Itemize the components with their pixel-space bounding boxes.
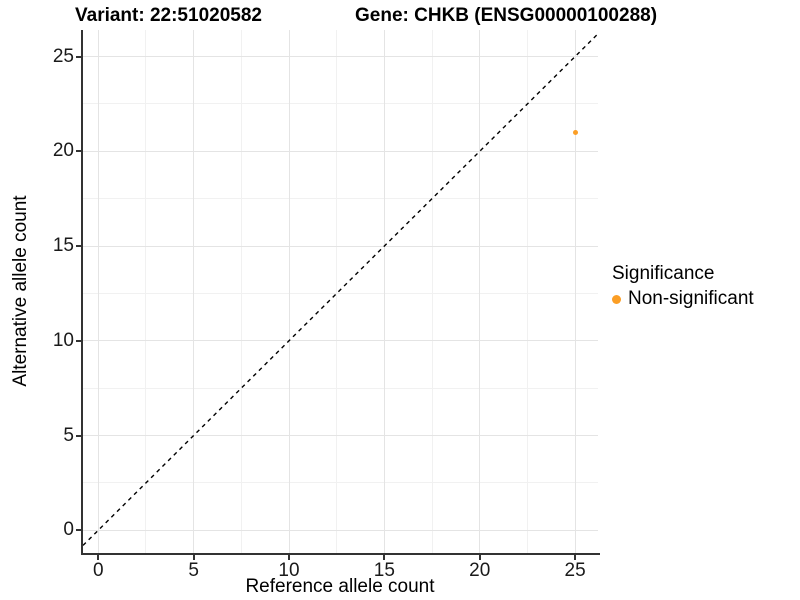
- gridline-minor-vertical: [145, 30, 147, 553]
- y-axis-tick: [76, 245, 81, 248]
- x-axis-tick: [97, 555, 100, 560]
- x-axis-tick-label: 5: [188, 560, 199, 581]
- plot-title-variant: Variant: 22:51020582: [75, 5, 262, 26]
- gridline-major-vertical: [479, 30, 481, 553]
- x-axis-tick-label: 0: [92, 560, 104, 581]
- y-axis-tick-label: 25: [52, 45, 74, 67]
- legend-title: Significance: [612, 263, 715, 284]
- data-point: [572, 129, 578, 135]
- x-axis-tick-label: 20: [469, 560, 491, 581]
- plot-panel: [83, 30, 598, 553]
- y-axis-title: Alternative allele count: [10, 195, 31, 387]
- gridline-major-horizontal: [83, 340, 598, 342]
- y-axis-tick: [76, 55, 81, 58]
- gridline-minor-vertical: [431, 30, 433, 553]
- x-axis-tick: [574, 555, 577, 560]
- y-axis-line: [81, 30, 83, 555]
- gridline-minor-horizontal: [83, 482, 598, 484]
- y-axis-tick-label: 5: [63, 424, 74, 446]
- gridline-minor-horizontal: [83, 292, 598, 294]
- gridline-major-vertical: [383, 30, 385, 553]
- x-axis-tick-label: 25: [564, 560, 586, 581]
- x-axis-tick: [192, 555, 195, 560]
- gridline-major-horizontal: [83, 150, 598, 152]
- gridline-major-horizontal: [83, 435, 598, 436]
- gridline-major-horizontal: [83, 56, 598, 58]
- x-axis-tick-label: 10: [278, 560, 300, 581]
- y-axis-tick-label: 10: [52, 329, 74, 351]
- gridline-major-vertical: [97, 30, 99, 553]
- legend: Significance Non-significant: [612, 263, 754, 310]
- legend-item-non-significant: Non-significant: [612, 288, 754, 310]
- gridline-major-vertical: [288, 30, 290, 553]
- y-axis-tick-label: 15: [52, 235, 74, 257]
- x-axis-tick: [288, 555, 290, 560]
- gridline-major-vertical: [574, 30, 576, 553]
- legend-item-label: Non-significant: [628, 288, 754, 309]
- x-axis-line: [81, 553, 600, 555]
- legend-key-dot-icon: [612, 294, 621, 304]
- plot-title-gene: Gene: CHKB (ENSG00000100288): [355, 5, 658, 26]
- gridline-major-vertical: [193, 30, 195, 553]
- x-axis-tick: [383, 555, 386, 560]
- gridline-minor-horizontal: [83, 198, 598, 200]
- gridline-major-horizontal: [83, 529, 598, 531]
- gridline-minor-horizontal: [83, 387, 598, 389]
- gridline-major-horizontal: [83, 245, 598, 247]
- x-axis-tick: [478, 555, 481, 560]
- x-axis-tick-label: 15: [373, 560, 395, 581]
- gridline-minor-horizontal: [83, 103, 598, 105]
- y-axis-tick-label: 0: [63, 519, 74, 541]
- y-axis-tick: [76, 434, 81, 437]
- y-axis-tick: [76, 339, 81, 342]
- identity-line: [83, 33, 598, 546]
- gridline-minor-vertical: [336, 30, 338, 553]
- x-axis-title: Reference allele count: [245, 576, 435, 597]
- y-axis-tick: [76, 529, 81, 532]
- gridline-minor-vertical: [526, 30, 528, 553]
- y-axis-tick: [76, 150, 81, 153]
- gridline-minor-vertical: [240, 30, 242, 553]
- y-axis-tick-label: 20: [52, 140, 74, 162]
